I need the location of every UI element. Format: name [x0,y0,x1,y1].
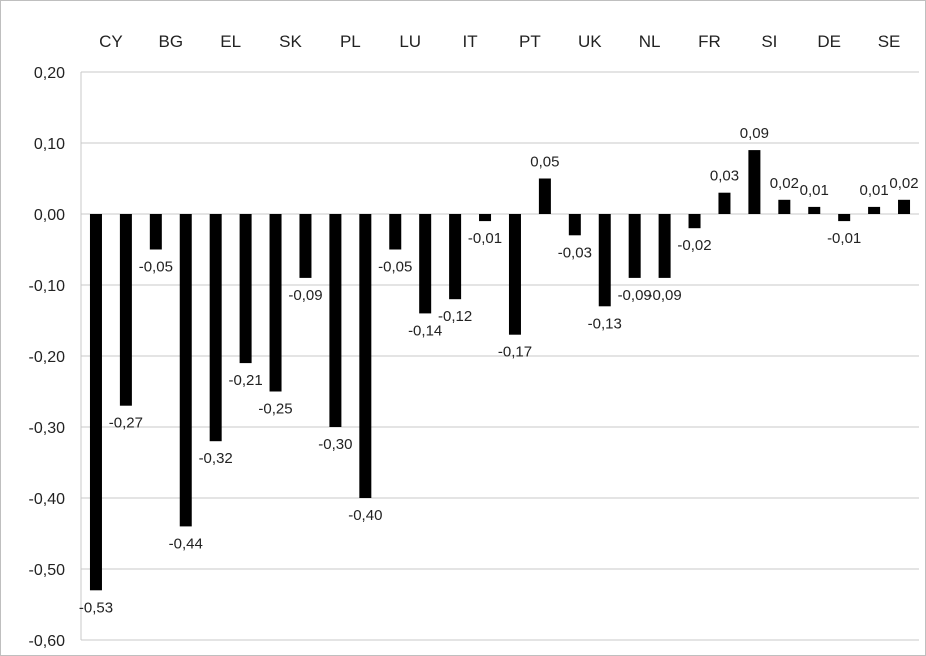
data-label: -0,27 [109,415,143,432]
data-label: -0,05 [139,259,173,276]
y-tick-label: 0,10 [34,136,65,153]
data-label: -0,13 [588,315,622,332]
data-label: -0,21 [229,372,263,389]
data-label: -0,40 [348,507,382,524]
y-axis-ticks: 0,20 0,10 0,00 -0,10 -0,20 -0,30 -0,40 -0,50 -0,… [29,65,66,650]
data-label: -0,05 [378,259,412,276]
y-tick-label: -0,60 [29,633,66,650]
bar [688,214,701,229]
y-tick-label: 0,00 [34,207,65,224]
data-label: -0,12 [438,308,472,325]
data-label: -0,25 [258,401,292,418]
data-label: 0,02 [889,175,918,192]
category-label: DE [817,32,841,51]
bar [838,214,851,222]
bar [598,214,611,307]
y-tick-label: -0,40 [29,491,66,508]
data-label: -0,09 [618,287,652,304]
bar [718,192,731,214]
data-label: 0,01 [800,182,829,199]
bar [119,214,132,406]
data-label: -0,01 [468,230,502,247]
bars [89,150,911,591]
data-label: 0,01 [860,182,889,199]
bar [868,206,881,214]
y-tick-label: -0,20 [29,349,66,366]
bar [329,214,342,427]
category-label: NL [639,32,661,51]
bar [748,150,761,214]
category-label: PT [519,32,541,51]
data-label: -0,03 [558,244,592,261]
y-tick-label: -0,30 [29,420,66,437]
bar [239,214,252,364]
data-label: -0,44 [169,535,203,552]
bar [209,214,222,442]
category-label: SK [279,32,302,51]
category-label: IT [463,32,478,51]
category-label: PL [340,32,361,51]
category-label: SI [761,32,777,51]
data-label: -0,32 [199,450,233,467]
category-label: EL [220,32,241,51]
data-label: 0,05 [530,154,559,171]
bar [808,206,821,214]
bar [269,214,282,392]
data-label: -0,01 [827,230,861,247]
bar [658,214,671,278]
y-tick-label: 0,20 [34,65,65,82]
bar [628,214,641,278]
data-labels: -0,53 -0,27 -0,05 -0,44 -0,32 -0,21 -0,25 -0,09… [79,125,919,616]
data-label: -0,02 [677,237,711,254]
bar [449,214,462,300]
y-tick-label: -0,10 [29,278,66,295]
bar [299,214,312,278]
bar [419,214,432,314]
category-label: LU [399,32,421,51]
bar [149,214,162,250]
category-label: CY [99,32,123,51]
data-label: -0,30 [318,436,352,453]
category-labels: CY BG EL SK PL LU IT PT UK NL FR SI DE SE [99,32,900,51]
bar [538,178,551,214]
bar [359,214,372,498]
category-label: FR [698,32,721,51]
data-label: 0,09 [740,125,769,142]
data-label: -0,53 [79,599,113,616]
data-label: 0,03 [710,168,739,185]
category-label: SE [878,32,901,51]
bar [568,214,581,236]
bar [479,214,492,222]
bar [508,214,521,335]
data-label: -0,09 [648,287,682,304]
bar [89,214,102,591]
bar [389,214,402,250]
bar [179,214,192,527]
bar [898,199,911,214]
category-label: BG [159,32,184,51]
y-tick-label: -0,50 [29,562,66,579]
data-label: -0,09 [288,287,322,304]
data-label: -0,17 [498,344,532,361]
category-label: UK [578,32,602,51]
data-label: 0,02 [770,175,799,192]
data-label: -0,14 [408,322,442,339]
bar [778,199,791,214]
